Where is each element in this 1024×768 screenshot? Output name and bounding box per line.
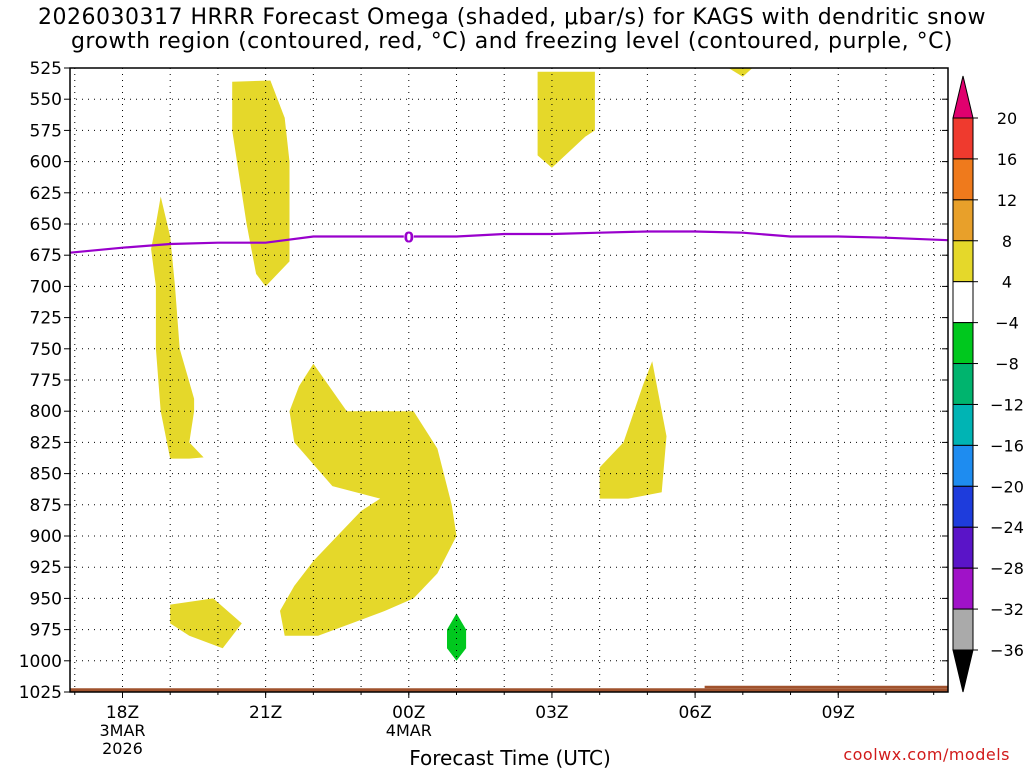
omega-region-4 <box>170 598 242 649</box>
colorbar-label-6: −4 <box>995 314 1019 333</box>
colorbar-bottom-triangle <box>952 649 974 693</box>
colorbar-bin-3 <box>952 199 974 242</box>
colorbar-label-12: −28 <box>990 559 1024 578</box>
colorbar-bin-10 <box>952 485 974 528</box>
colorbar-top-triangle <box>952 75 974 119</box>
chart-title-line1: 2026030317 HRRR Forecast Omega (shaded, … <box>38 5 986 30</box>
x-tick-sublabel-2026: 2026 <box>102 739 143 758</box>
omega-region-7 <box>728 68 753 77</box>
colorbar-label-2: 16 <box>997 150 1017 169</box>
y-tick-label-1025: 1025 <box>19 683 62 703</box>
y-tick-label-725: 725 <box>30 309 62 329</box>
y-tick-label-675: 675 <box>30 246 62 266</box>
colorbar-label-5: 4 <box>1002 273 1012 292</box>
colorbar-bin-5 <box>952 281 974 324</box>
omega-region-3 <box>280 363 457 636</box>
y-tick-label-875: 875 <box>30 496 62 516</box>
y-tick-label-550: 550 <box>30 90 62 110</box>
ground-terrain-raised <box>704 685 948 689</box>
colorbar-label-8: −12 <box>990 395 1024 414</box>
omega-region-6 <box>599 361 667 499</box>
colorbar-bin-11 <box>952 526 974 569</box>
x-tick-sublabel-4MAR: 4MAR <box>386 721 432 740</box>
colorbar-label-10: −20 <box>990 477 1024 496</box>
y-tick-label-700: 700 <box>30 277 62 297</box>
x-tick-label-06Z: 06Z <box>678 703 711 723</box>
colorbar-bin-12 <box>952 567 974 610</box>
colorbar-bin-8 <box>952 403 974 446</box>
colorbar-label-1: 20 <box>997 109 1017 128</box>
colorbar-label-11: −24 <box>990 518 1024 537</box>
y-tick-label-575: 575 <box>30 121 62 141</box>
y-tick-label-625: 625 <box>30 184 62 204</box>
y-tick-label-850: 850 <box>30 465 62 485</box>
y-tick-label-750: 750 <box>30 340 62 360</box>
freezing-level-label-bg <box>403 228 414 245</box>
omega-region-1 <box>232 80 290 287</box>
colorbar-label-4: 8 <box>1002 232 1012 251</box>
omega-region-2 <box>151 196 204 459</box>
omega-region-5 <box>537 71 595 168</box>
x-tick-label-09Z: 09Z <box>822 703 855 723</box>
y-tick-label-525: 525 <box>30 59 62 79</box>
credit-link[interactable]: coolwx.com/models <box>843 745 1010 764</box>
freezing-level-label: 0 <box>404 228 414 246</box>
chart-title: 2026030317 HRRR Forecast Omega (shaded, … <box>0 6 1024 54</box>
colorbar-bin-4 <box>952 240 974 283</box>
colorbar-label-7: −8 <box>995 355 1019 374</box>
colorbar-bin-7 <box>952 363 974 405</box>
ground-terrain <box>70 688 948 692</box>
x-axis-label: Forecast Time (UTC) <box>409 746 611 768</box>
x-tick-label-00Z: 00Z <box>392 703 425 723</box>
y-tick-label-925: 925 <box>30 558 62 578</box>
y-tick-label-800: 800 <box>30 402 62 422</box>
y-tick-label-975: 975 <box>30 621 62 641</box>
x-tick-label-18Z: 18Z <box>106 703 139 723</box>
y-tick-label-775: 775 <box>30 371 62 391</box>
x-tick-label-03Z: 03Z <box>535 703 568 723</box>
y-tick-label-1000: 1000 <box>19 652 62 672</box>
freezing-level-line <box>69 230 949 254</box>
y-tick-label-600: 600 <box>30 153 62 173</box>
omega-region-8 <box>447 613 467 661</box>
x-tick-sublabel-3MAR: 3MAR <box>99 721 145 740</box>
y-tick-label-825: 825 <box>30 433 62 453</box>
colorbar-bin-6 <box>952 322 974 365</box>
colorbar-bin-1 <box>952 117 974 160</box>
colorbar-label-3: 12 <box>997 191 1017 210</box>
colorbar-bin-9 <box>952 444 974 487</box>
colorbar-bin-2 <box>952 158 974 201</box>
colorbar-bin-13 <box>952 608 974 651</box>
colorbar-label-13: −32 <box>990 600 1024 619</box>
y-tick-label-650: 650 <box>30 215 62 235</box>
chart-title-line2: growth region (contoured, red, °C) and f… <box>70 29 954 54</box>
colorbar-label-14: −36 <box>990 641 1024 660</box>
y-tick-label-950: 950 <box>30 589 62 609</box>
y-tick-label-900: 900 <box>30 527 62 547</box>
colorbar-label-9: −16 <box>990 436 1024 455</box>
x-tick-label-21Z: 21Z <box>249 703 282 723</box>
